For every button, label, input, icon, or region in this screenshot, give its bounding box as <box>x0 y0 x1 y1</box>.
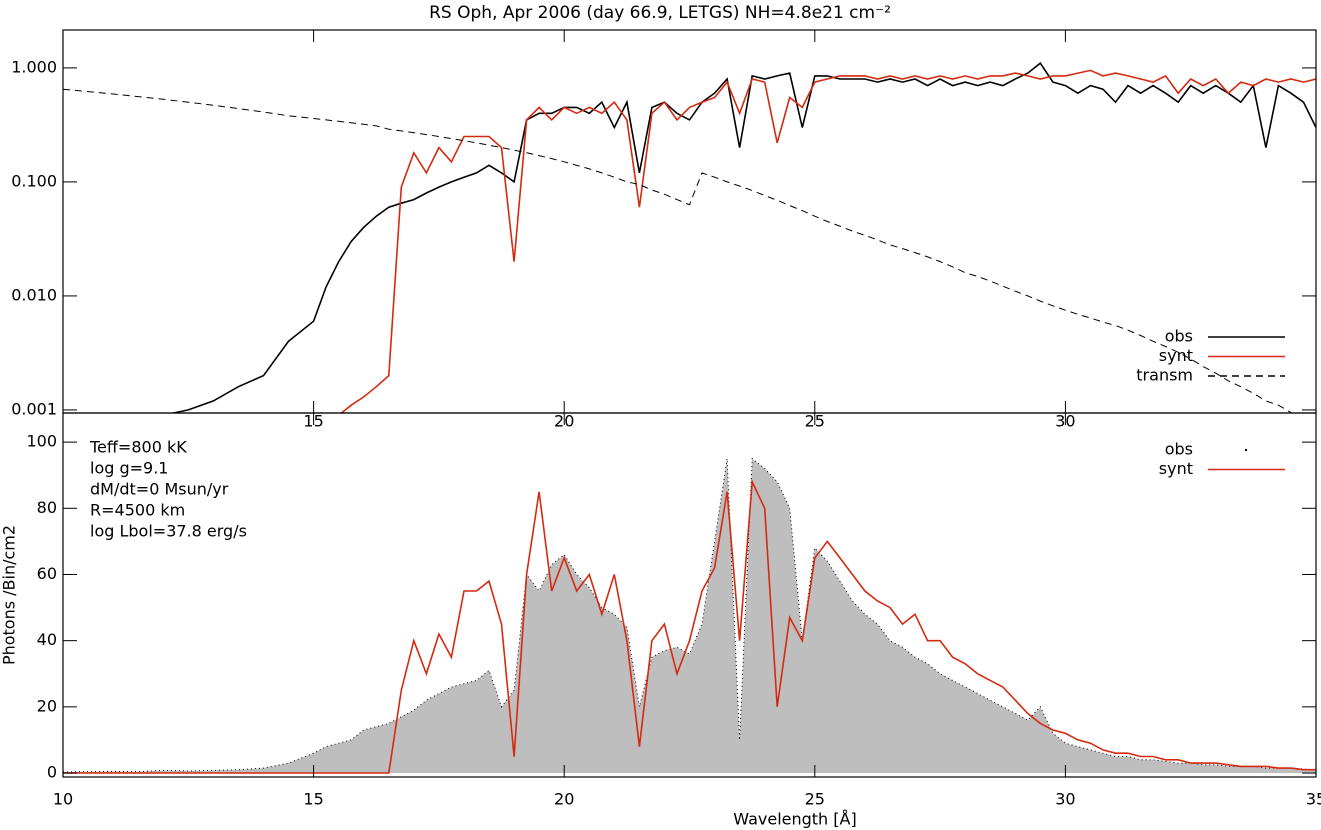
series-line <box>169 62 1316 413</box>
axes-frame <box>62 412 1317 778</box>
legend-label: obs <box>1165 327 1193 346</box>
legend-label: obs <box>1165 440 1193 459</box>
y-tick-label: 0.100 <box>11 171 57 190</box>
series-line <box>63 478 1316 774</box>
obs-points <box>63 457 1316 773</box>
x-axis-label: Wavelength [Å] <box>733 810 856 829</box>
annotation: log g=9.1 <box>90 459 168 478</box>
x-tick-label: 20 <box>554 790 574 809</box>
y-tick-label: 0 <box>47 763 57 782</box>
x-tick-label: 25 <box>805 790 825 809</box>
y-tick-label: 0.010 <box>11 285 57 304</box>
obs-area <box>63 458 1316 774</box>
chart-title: RS Oph, Apr 2006 (day 66.9, LETGS) NH=4.… <box>429 3 891 23</box>
legend-swatch <box>1245 449 1247 451</box>
y-tick-label: 20 <box>37 696 57 715</box>
axes-frame <box>62 29 1317 414</box>
legend-label: transm <box>1136 366 1193 385</box>
x-tick-label: 35 <box>1306 790 1321 809</box>
y-axis-label: Photons /Bin/cm2 <box>0 525 19 665</box>
y-tick-label: 1.000 <box>11 57 57 76</box>
plot-area <box>63 62 1316 413</box>
x-tick-label: 30 <box>1055 790 1075 809</box>
legend-label: synt <box>1159 459 1193 478</box>
y-tick-label: 60 <box>37 564 57 583</box>
y-tick-label: 0.001 <box>11 399 57 418</box>
annotation: dM/dt=0 Msun/yr <box>90 480 229 499</box>
annotation: Teff=800 kK <box>89 438 187 457</box>
y-tick-label: 100 <box>26 432 57 451</box>
x-tick-label: 15 <box>303 790 323 809</box>
x-tick-label: 10 <box>53 790 73 809</box>
legend-label: synt <box>1159 346 1193 365</box>
y-tick-label: 80 <box>37 498 57 517</box>
series-line <box>340 69 1316 413</box>
series-line <box>63 88 1293 413</box>
y-tick-label: 40 <box>37 630 57 649</box>
annotation: R=4500 km <box>90 501 185 520</box>
plot-area <box>63 457 1316 774</box>
annotation: log Lbol=37.8 erg/s <box>90 522 247 541</box>
